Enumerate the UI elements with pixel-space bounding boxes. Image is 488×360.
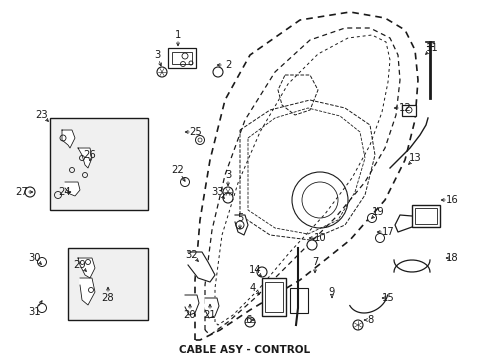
Text: 28: 28 bbox=[102, 293, 114, 303]
Circle shape bbox=[375, 234, 384, 243]
Text: 4: 4 bbox=[249, 283, 256, 293]
Text: 8: 8 bbox=[366, 315, 372, 325]
Text: 10: 10 bbox=[313, 233, 325, 243]
Text: 32: 32 bbox=[185, 250, 198, 260]
Text: 7: 7 bbox=[311, 257, 318, 267]
Text: 31: 31 bbox=[29, 307, 41, 317]
Text: 9: 9 bbox=[328, 287, 334, 297]
Bar bbox=[411, 205, 439, 227]
Bar bbox=[289, 288, 307, 313]
Circle shape bbox=[367, 213, 376, 222]
Polygon shape bbox=[65, 182, 80, 196]
Text: 12: 12 bbox=[398, 103, 410, 113]
Bar bbox=[414, 208, 436, 224]
Text: 5: 5 bbox=[236, 213, 243, 223]
Circle shape bbox=[38, 303, 46, 312]
Text: 13: 13 bbox=[408, 153, 421, 163]
Text: 17: 17 bbox=[381, 227, 393, 237]
Polygon shape bbox=[78, 148, 92, 168]
Text: 27: 27 bbox=[16, 187, 28, 197]
Bar bbox=[262, 278, 285, 316]
Circle shape bbox=[38, 257, 46, 266]
Circle shape bbox=[257, 267, 266, 277]
Text: 33: 33 bbox=[211, 187, 224, 197]
Circle shape bbox=[244, 317, 254, 327]
Text: 3: 3 bbox=[224, 170, 231, 180]
Text: 11: 11 bbox=[425, 43, 437, 53]
Text: 22: 22 bbox=[171, 165, 184, 175]
Circle shape bbox=[180, 177, 189, 186]
Text: 26: 26 bbox=[83, 150, 96, 160]
Circle shape bbox=[213, 67, 223, 77]
Text: 23: 23 bbox=[36, 110, 48, 120]
Text: 16: 16 bbox=[445, 195, 457, 205]
Circle shape bbox=[306, 240, 316, 250]
Bar bbox=[401, 105, 415, 116]
Polygon shape bbox=[78, 258, 95, 278]
Text: 3: 3 bbox=[154, 50, 160, 60]
Bar bbox=[50, 118, 148, 210]
Text: 2: 2 bbox=[224, 60, 231, 70]
Bar bbox=[264, 282, 283, 312]
Bar bbox=[172, 52, 192, 64]
Text: 21: 21 bbox=[203, 310, 216, 320]
Text: CABLE ASY - CONTROL: CABLE ASY - CONTROL bbox=[179, 345, 310, 355]
Bar bbox=[168, 48, 196, 68]
Circle shape bbox=[195, 135, 204, 144]
Circle shape bbox=[352, 320, 362, 330]
Circle shape bbox=[223, 193, 232, 203]
Text: 6: 6 bbox=[244, 315, 251, 325]
Text: 30: 30 bbox=[29, 253, 41, 263]
Text: 20: 20 bbox=[183, 310, 196, 320]
Text: 15: 15 bbox=[381, 293, 393, 303]
Polygon shape bbox=[184, 295, 199, 315]
Text: 25: 25 bbox=[189, 127, 202, 137]
Text: 24: 24 bbox=[59, 187, 71, 197]
Circle shape bbox=[157, 67, 167, 77]
Polygon shape bbox=[62, 130, 75, 148]
Polygon shape bbox=[187, 252, 215, 282]
Text: 18: 18 bbox=[445, 253, 457, 263]
Circle shape bbox=[25, 187, 35, 197]
Text: 29: 29 bbox=[74, 260, 86, 270]
Polygon shape bbox=[80, 278, 95, 305]
Text: 19: 19 bbox=[371, 207, 384, 217]
Circle shape bbox=[223, 187, 232, 197]
Text: 14: 14 bbox=[248, 265, 261, 275]
Polygon shape bbox=[235, 215, 247, 235]
Text: 1: 1 bbox=[174, 30, 181, 40]
Polygon shape bbox=[204, 298, 219, 318]
Bar bbox=[68, 248, 148, 320]
